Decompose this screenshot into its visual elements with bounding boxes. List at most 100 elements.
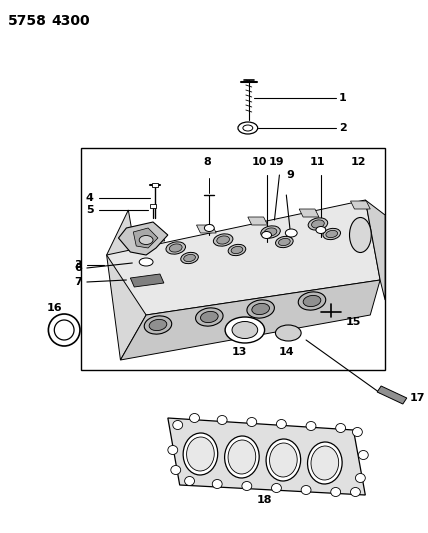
Ellipse shape — [355, 473, 366, 482]
Text: 18: 18 — [257, 495, 272, 505]
Ellipse shape — [184, 477, 194, 486]
Ellipse shape — [331, 488, 341, 497]
Polygon shape — [120, 280, 380, 360]
Bar — [150, 204, 156, 208]
Ellipse shape — [169, 244, 182, 252]
Ellipse shape — [187, 437, 214, 471]
Ellipse shape — [311, 446, 339, 480]
Ellipse shape — [358, 450, 368, 459]
Ellipse shape — [247, 417, 257, 426]
Polygon shape — [107, 210, 146, 360]
Text: 7: 7 — [74, 277, 82, 287]
Ellipse shape — [228, 440, 256, 474]
Ellipse shape — [238, 122, 258, 134]
Ellipse shape — [350, 217, 371, 253]
Text: 17: 17 — [410, 393, 425, 403]
Polygon shape — [131, 274, 164, 287]
Text: 1: 1 — [339, 93, 346, 103]
Polygon shape — [366, 200, 385, 300]
Ellipse shape — [183, 433, 218, 475]
Ellipse shape — [316, 227, 326, 233]
Ellipse shape — [48, 314, 80, 346]
Polygon shape — [248, 217, 268, 225]
Text: 4: 4 — [86, 193, 94, 203]
Polygon shape — [107, 200, 380, 315]
Ellipse shape — [225, 436, 259, 478]
Text: 12: 12 — [351, 157, 366, 167]
Text: 16: 16 — [47, 303, 62, 313]
Ellipse shape — [228, 244, 246, 256]
Ellipse shape — [166, 242, 185, 254]
Text: 5: 5 — [86, 205, 94, 215]
Ellipse shape — [217, 236, 229, 244]
Polygon shape — [299, 209, 319, 217]
Polygon shape — [119, 222, 168, 255]
Ellipse shape — [139, 236, 153, 245]
Text: 14: 14 — [279, 347, 294, 357]
Ellipse shape — [266, 439, 300, 481]
Ellipse shape — [336, 424, 345, 432]
Ellipse shape — [308, 218, 328, 230]
Ellipse shape — [323, 228, 341, 240]
Ellipse shape — [308, 442, 342, 484]
Polygon shape — [196, 225, 216, 233]
Ellipse shape — [270, 443, 297, 477]
Ellipse shape — [231, 246, 243, 254]
Polygon shape — [133, 228, 158, 248]
Ellipse shape — [54, 320, 74, 340]
Ellipse shape — [242, 481, 252, 490]
Ellipse shape — [279, 238, 290, 246]
Text: 3: 3 — [74, 260, 82, 270]
Ellipse shape — [351, 488, 360, 497]
Text: 8: 8 — [203, 157, 211, 167]
Ellipse shape — [261, 226, 280, 238]
Bar — [81, 148, 385, 370]
Ellipse shape — [247, 300, 274, 318]
Text: 19: 19 — [269, 157, 284, 167]
Ellipse shape — [298, 292, 326, 310]
Text: 13: 13 — [231, 347, 247, 357]
Ellipse shape — [285, 229, 297, 237]
Ellipse shape — [200, 311, 218, 322]
Ellipse shape — [303, 295, 321, 306]
Ellipse shape — [168, 446, 178, 455]
Text: 15: 15 — [345, 317, 361, 327]
Ellipse shape — [225, 317, 265, 343]
Ellipse shape — [243, 125, 253, 131]
Ellipse shape — [353, 427, 363, 437]
Polygon shape — [377, 386, 407, 404]
Ellipse shape — [271, 483, 281, 492]
Ellipse shape — [190, 414, 199, 423]
Polygon shape — [168, 418, 366, 495]
Text: 11: 11 — [310, 157, 326, 167]
Text: 4300: 4300 — [51, 14, 90, 28]
Ellipse shape — [312, 220, 324, 228]
Polygon shape — [351, 201, 370, 209]
Ellipse shape — [306, 422, 316, 431]
Text: 9: 9 — [286, 170, 294, 180]
Ellipse shape — [276, 236, 293, 248]
Ellipse shape — [301, 486, 311, 495]
Ellipse shape — [213, 234, 233, 246]
Text: 6: 6 — [74, 263, 82, 273]
Ellipse shape — [149, 319, 167, 330]
Ellipse shape — [252, 303, 270, 314]
Text: 10: 10 — [252, 157, 268, 167]
Ellipse shape — [181, 252, 198, 264]
Bar — [152, 183, 158, 187]
Ellipse shape — [196, 308, 223, 326]
Ellipse shape — [171, 465, 181, 474]
Ellipse shape — [262, 231, 271, 238]
Ellipse shape — [276, 325, 301, 341]
Polygon shape — [145, 233, 165, 241]
Ellipse shape — [144, 316, 172, 334]
Text: 5758: 5758 — [8, 14, 47, 28]
Ellipse shape — [212, 480, 222, 489]
Ellipse shape — [276, 419, 286, 429]
Ellipse shape — [326, 230, 338, 238]
Ellipse shape — [264, 228, 277, 236]
Text: 2: 2 — [339, 123, 346, 133]
Ellipse shape — [184, 254, 196, 262]
Ellipse shape — [232, 321, 258, 338]
Ellipse shape — [139, 258, 153, 266]
